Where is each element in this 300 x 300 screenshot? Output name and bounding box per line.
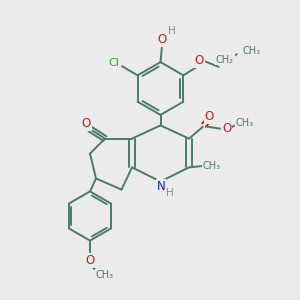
Text: CH₃: CH₃ — [202, 161, 220, 171]
Text: CH₃: CH₃ — [96, 270, 114, 280]
Text: H: H — [168, 26, 176, 36]
Text: H: H — [166, 188, 174, 198]
Text: O: O — [82, 117, 91, 130]
Text: CH₂: CH₂ — [216, 55, 234, 65]
Text: CH₃: CH₃ — [243, 46, 261, 56]
Text: O: O — [205, 110, 214, 123]
Text: O: O — [222, 122, 231, 135]
Text: O: O — [194, 54, 204, 68]
Text: CH₃: CH₃ — [236, 118, 253, 128]
Text: N: N — [157, 180, 166, 194]
Text: Cl: Cl — [109, 58, 120, 68]
Text: O: O — [158, 33, 166, 46]
Text: O: O — [85, 254, 94, 267]
